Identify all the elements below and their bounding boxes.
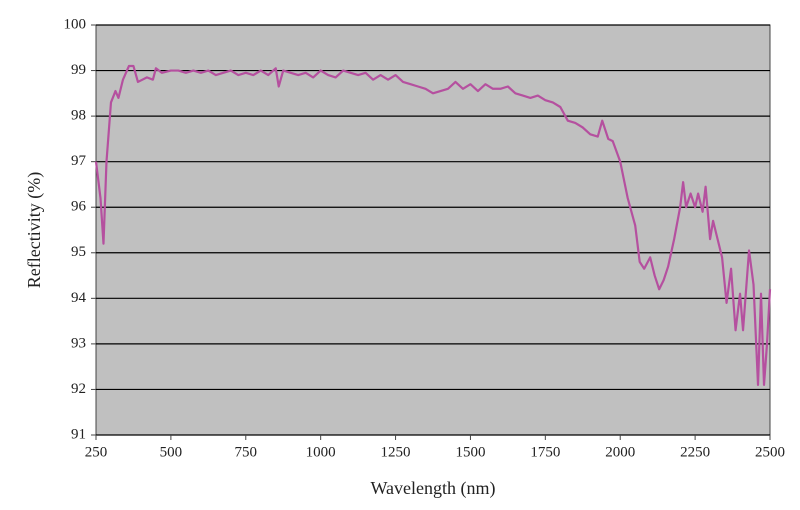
x-tick-label: 1000 (306, 444, 336, 460)
y-tick-label: 92 (71, 381, 86, 397)
x-tick-label: 1250 (381, 444, 411, 460)
y-tick-label: 94 (71, 290, 87, 306)
x-tick-label: 2250 (680, 444, 710, 460)
x-tick-label: 1500 (455, 444, 485, 460)
y-tick-label: 99 (71, 62, 86, 78)
y-tick-label: 93 (71, 335, 86, 351)
y-axis-label: Reflectivity (%) (24, 172, 45, 288)
x-tick-label: 2500 (755, 444, 785, 460)
y-tick-label: 96 (71, 199, 87, 215)
x-tick-label: 500 (160, 444, 183, 460)
y-tick-label: 97 (71, 153, 87, 169)
y-tick-label: 95 (71, 244, 86, 260)
x-tick-label: 1750 (530, 444, 560, 460)
y-tick-label: 91 (71, 426, 86, 442)
y-tick-label: 98 (71, 108, 86, 124)
x-tick-label: 2000 (605, 444, 635, 460)
x-tick-label: 750 (235, 444, 258, 460)
plot-area (95, 24, 771, 436)
y-tick-label: 100 (64, 16, 87, 32)
data-line (94, 64, 772, 386)
x-tick-label: 250 (85, 444, 108, 460)
x-axis-label: Wavelength (nm) (370, 478, 495, 499)
